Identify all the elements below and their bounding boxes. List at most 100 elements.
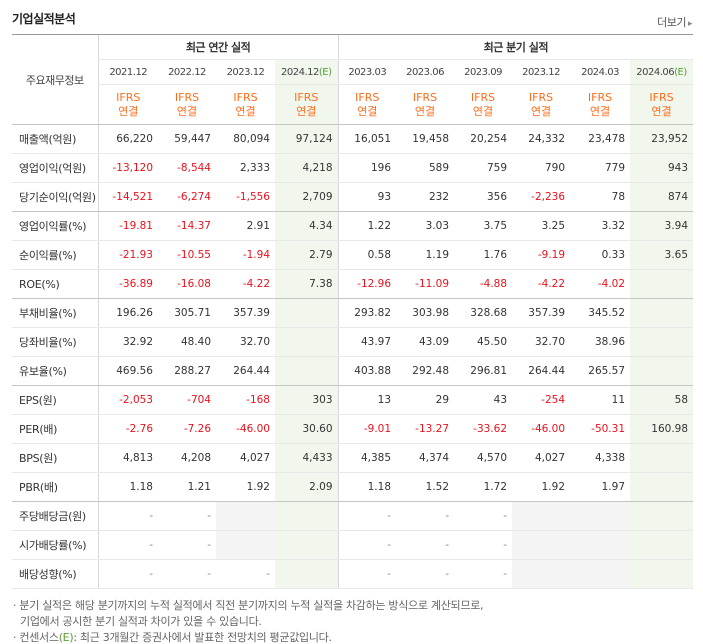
table-cell: - (337, 530, 397, 560)
table-cell: 264.44 (216, 356, 275, 386)
table-cell: 1.18 (337, 472, 397, 502)
table-cell: 29 (396, 385, 455, 415)
table-cell (630, 443, 694, 473)
table-cell: -9.01 (337, 414, 397, 444)
table-cell (275, 327, 339, 357)
table-cell: 4,385 (337, 443, 397, 473)
table-cell: -254 (512, 385, 571, 415)
table-cell (216, 501, 275, 531)
table-row: 영업이익(억원) -13,120 -8,544 2,333 4,218 196 589 759… (12, 153, 694, 183)
ifrs-badge: IFRS 연결 (630, 84, 694, 125)
table-cell: -4.22 (512, 269, 571, 299)
row-label: 순이익률(%) (12, 240, 98, 270)
table-cell: -12.96 (337, 269, 397, 299)
ifrs-badge: IFRS 연결 (275, 84, 339, 125)
table-cell: -8,544 (158, 153, 216, 183)
table-row: EPS(원) -2,053 -704 -168 303 13 29 43 -254 11 58 (12, 385, 694, 415)
row-label: 배당성향(%) (12, 559, 98, 589)
ifrs-badge: IFRS 연결 (396, 84, 455, 125)
table-cell: 1.92 (216, 472, 275, 502)
table-cell: 469.56 (97, 356, 158, 386)
table-cell: - (396, 530, 455, 560)
table-cell (275, 501, 339, 531)
table-cell (275, 530, 339, 560)
table-cell (216, 530, 275, 560)
table-cell: 403.88 (337, 356, 397, 386)
table-cell (630, 530, 694, 560)
table-cell: 23,478 (570, 124, 631, 154)
chevron-right-icon: ▸ (687, 19, 693, 29)
table-cell: 38.96 (570, 327, 631, 357)
table-cell: -11.09 (396, 269, 455, 299)
table-cell: -14.37 (158, 211, 216, 241)
table-row: ROE(%) -36.89 -16.08 -4.22 7.38 -12.96 -11.09-… (12, 269, 694, 299)
table-cell: -1.94 (216, 240, 275, 270)
table-cell: 3.94 (630, 211, 694, 241)
table-row: 부채비율(%) 196.26 305.71 357.39 293.82 303.98 328… (12, 298, 694, 328)
table-cell: 943 (630, 153, 694, 183)
table-row: 순이익률(%) -21.93 -10.55 -1.94 2.79 0.58 1.19 1.76… (12, 240, 694, 270)
table-cell: 4,208 (158, 443, 216, 473)
table-cell (630, 559, 694, 589)
table-row: 당기순이익(억원) -14,521 -6,274 -1,556 2,709 93 232 35… (12, 182, 694, 212)
table-cell: - (396, 559, 455, 589)
table-cell: 759 (454, 153, 513, 183)
footnote-1-cont: 기업에서 공시한 분기 실적과 차이가 있을 수 있습니다. (20, 615, 262, 628)
table-cell: -2.76 (97, 414, 158, 444)
table-cell: - (97, 530, 158, 560)
table-cell: 11 (570, 385, 631, 415)
period-header: 2024.06(E) (630, 59, 694, 85)
table-cell: 4,027 (512, 443, 571, 473)
table-cell: -33.62 (454, 414, 513, 444)
table-cell: - (97, 559, 158, 589)
table-cell: - (158, 501, 216, 531)
table-cell (630, 501, 694, 531)
table-row: 유보율(%) 469.56 288.27 264.44 403.88 292.48 296.… (12, 356, 694, 386)
row-label: 영업이익(억원) (12, 153, 98, 183)
table-cell: 1.72 (454, 472, 513, 502)
period-header: 2023.03 (337, 59, 397, 85)
row-label: 유보율(%) (12, 356, 98, 386)
table-cell: 48.40 (158, 327, 216, 357)
table-cell: - (158, 530, 216, 560)
table-row: 매출액(억원) 66,220 59,447 80,094 97,124 16,051 19,… (12, 124, 694, 154)
row-label: PER(배) (12, 414, 98, 444)
table-cell: -10.55 (158, 240, 216, 270)
table-cell: 1.19 (396, 240, 455, 270)
more-link[interactable]: 더보기 ▸ (657, 14, 692, 30)
table-cell: 874 (630, 182, 694, 212)
row-label: EPS(원) (12, 385, 98, 415)
table-cell: 196 (337, 153, 397, 183)
table-cell: 3.25 (512, 211, 571, 241)
ifrs-badge: IFRS 연결 (97, 84, 158, 125)
more-label[interactable]: 더보기 (657, 16, 686, 29)
table-cell: 43 (454, 385, 513, 415)
table-cell: 357.39 (216, 298, 275, 328)
footnotes: · 분기 실적은 해당 분기까지의 누적 실적에서 직전 분기까지의 누적 실적… (13, 598, 484, 644)
estimate-mark: (E) (674, 66, 687, 78)
period-header: 2021.12 (97, 59, 158, 85)
table-cell: -9.19 (512, 240, 571, 270)
table-cell: 2.91 (216, 211, 275, 241)
table-cell: -4.02 (570, 269, 631, 299)
period-header: 2023.12 (216, 59, 275, 85)
table-cell: - (454, 559, 513, 589)
period-header: 2023.09 (454, 59, 513, 85)
table-cell: 43.09 (396, 327, 455, 357)
row-label: 당좌비율(%) (12, 327, 98, 357)
table-cell: 2,709 (275, 182, 339, 212)
row-label: 주당배당금(원) (12, 501, 98, 531)
table-cell: 66,220 (97, 124, 158, 154)
table-cell: 303 (275, 385, 339, 415)
table-cell: 97,124 (275, 124, 339, 154)
table-cell: 356 (454, 182, 513, 212)
table-cell: 232 (396, 182, 455, 212)
estimate-mark: (E) (318, 66, 332, 78)
table-row: 배당성향(%) - - - - - - (12, 559, 694, 589)
table-cell: - (216, 559, 275, 589)
financial-table: 주요재무정보 최근 연간 실적 최근 분기 실적 2021.12 2022.12 2023… (12, 34, 694, 589)
table-cell (275, 298, 339, 328)
table-cell: 4.34 (275, 211, 339, 241)
table-cell: -7.26 (158, 414, 216, 444)
table-cell (630, 356, 694, 386)
